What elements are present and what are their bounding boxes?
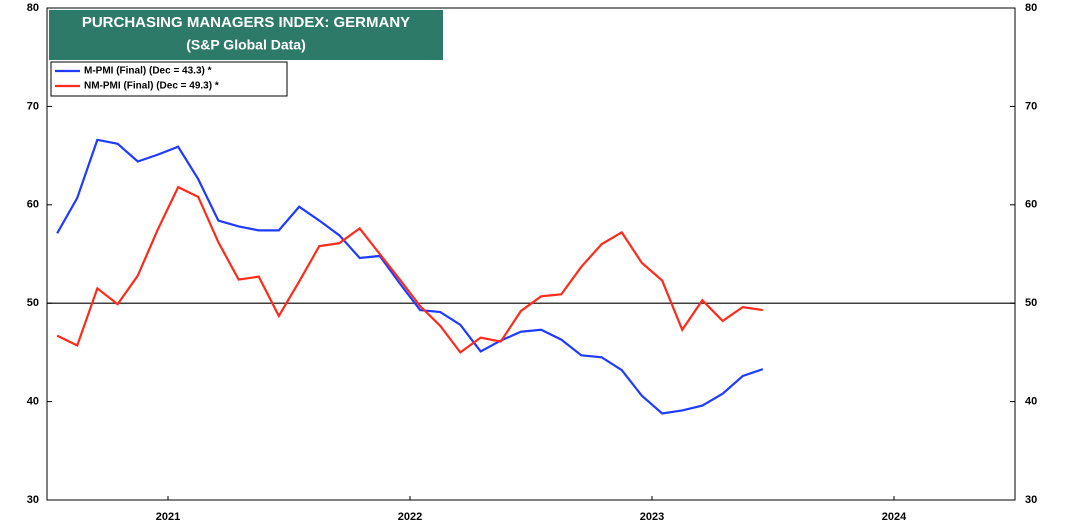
y-tick-label: 50	[27, 297, 39, 309]
title-box	[49, 10, 443, 60]
y2-tick-label: 30	[1025, 494, 1037, 506]
y2-tick-label: 80	[1025, 2, 1037, 14]
legend-label: NM-PMI (Final) (Dec = 49.3) *	[84, 81, 219, 92]
y-tick-label: 40	[27, 396, 39, 408]
y-tick-label: 80	[27, 2, 39, 14]
y-tick-label: 30	[27, 494, 39, 506]
legend-label: M-PMI (Final) (Dec = 43.3) *	[84, 66, 212, 77]
y-tick-label: 70	[27, 100, 39, 112]
x-tick-label: 2021	[156, 511, 180, 522]
chart-subtitle: (S&P Global Data)	[186, 37, 306, 53]
y2-tick-label: 50	[1025, 297, 1037, 309]
y2-tick-label: 70	[1025, 100, 1037, 112]
series-line	[56, 138, 764, 415]
y-tick-label: 60	[27, 199, 39, 211]
plot-frame	[46, 7, 1016, 501]
legend-box	[50, 61, 288, 97]
chart-title: PURCHASING MANAGERS INDEX: GERMANY	[82, 14, 410, 31]
series-line	[56, 185, 763, 354]
x-tick-label: 2024	[882, 511, 907, 522]
y2-tick-label: 40	[1025, 396, 1037, 408]
y2-tick-label: 60	[1025, 199, 1037, 211]
x-tick-label: 2023	[640, 511, 664, 522]
x-tick-label: 2022	[398, 511, 422, 522]
